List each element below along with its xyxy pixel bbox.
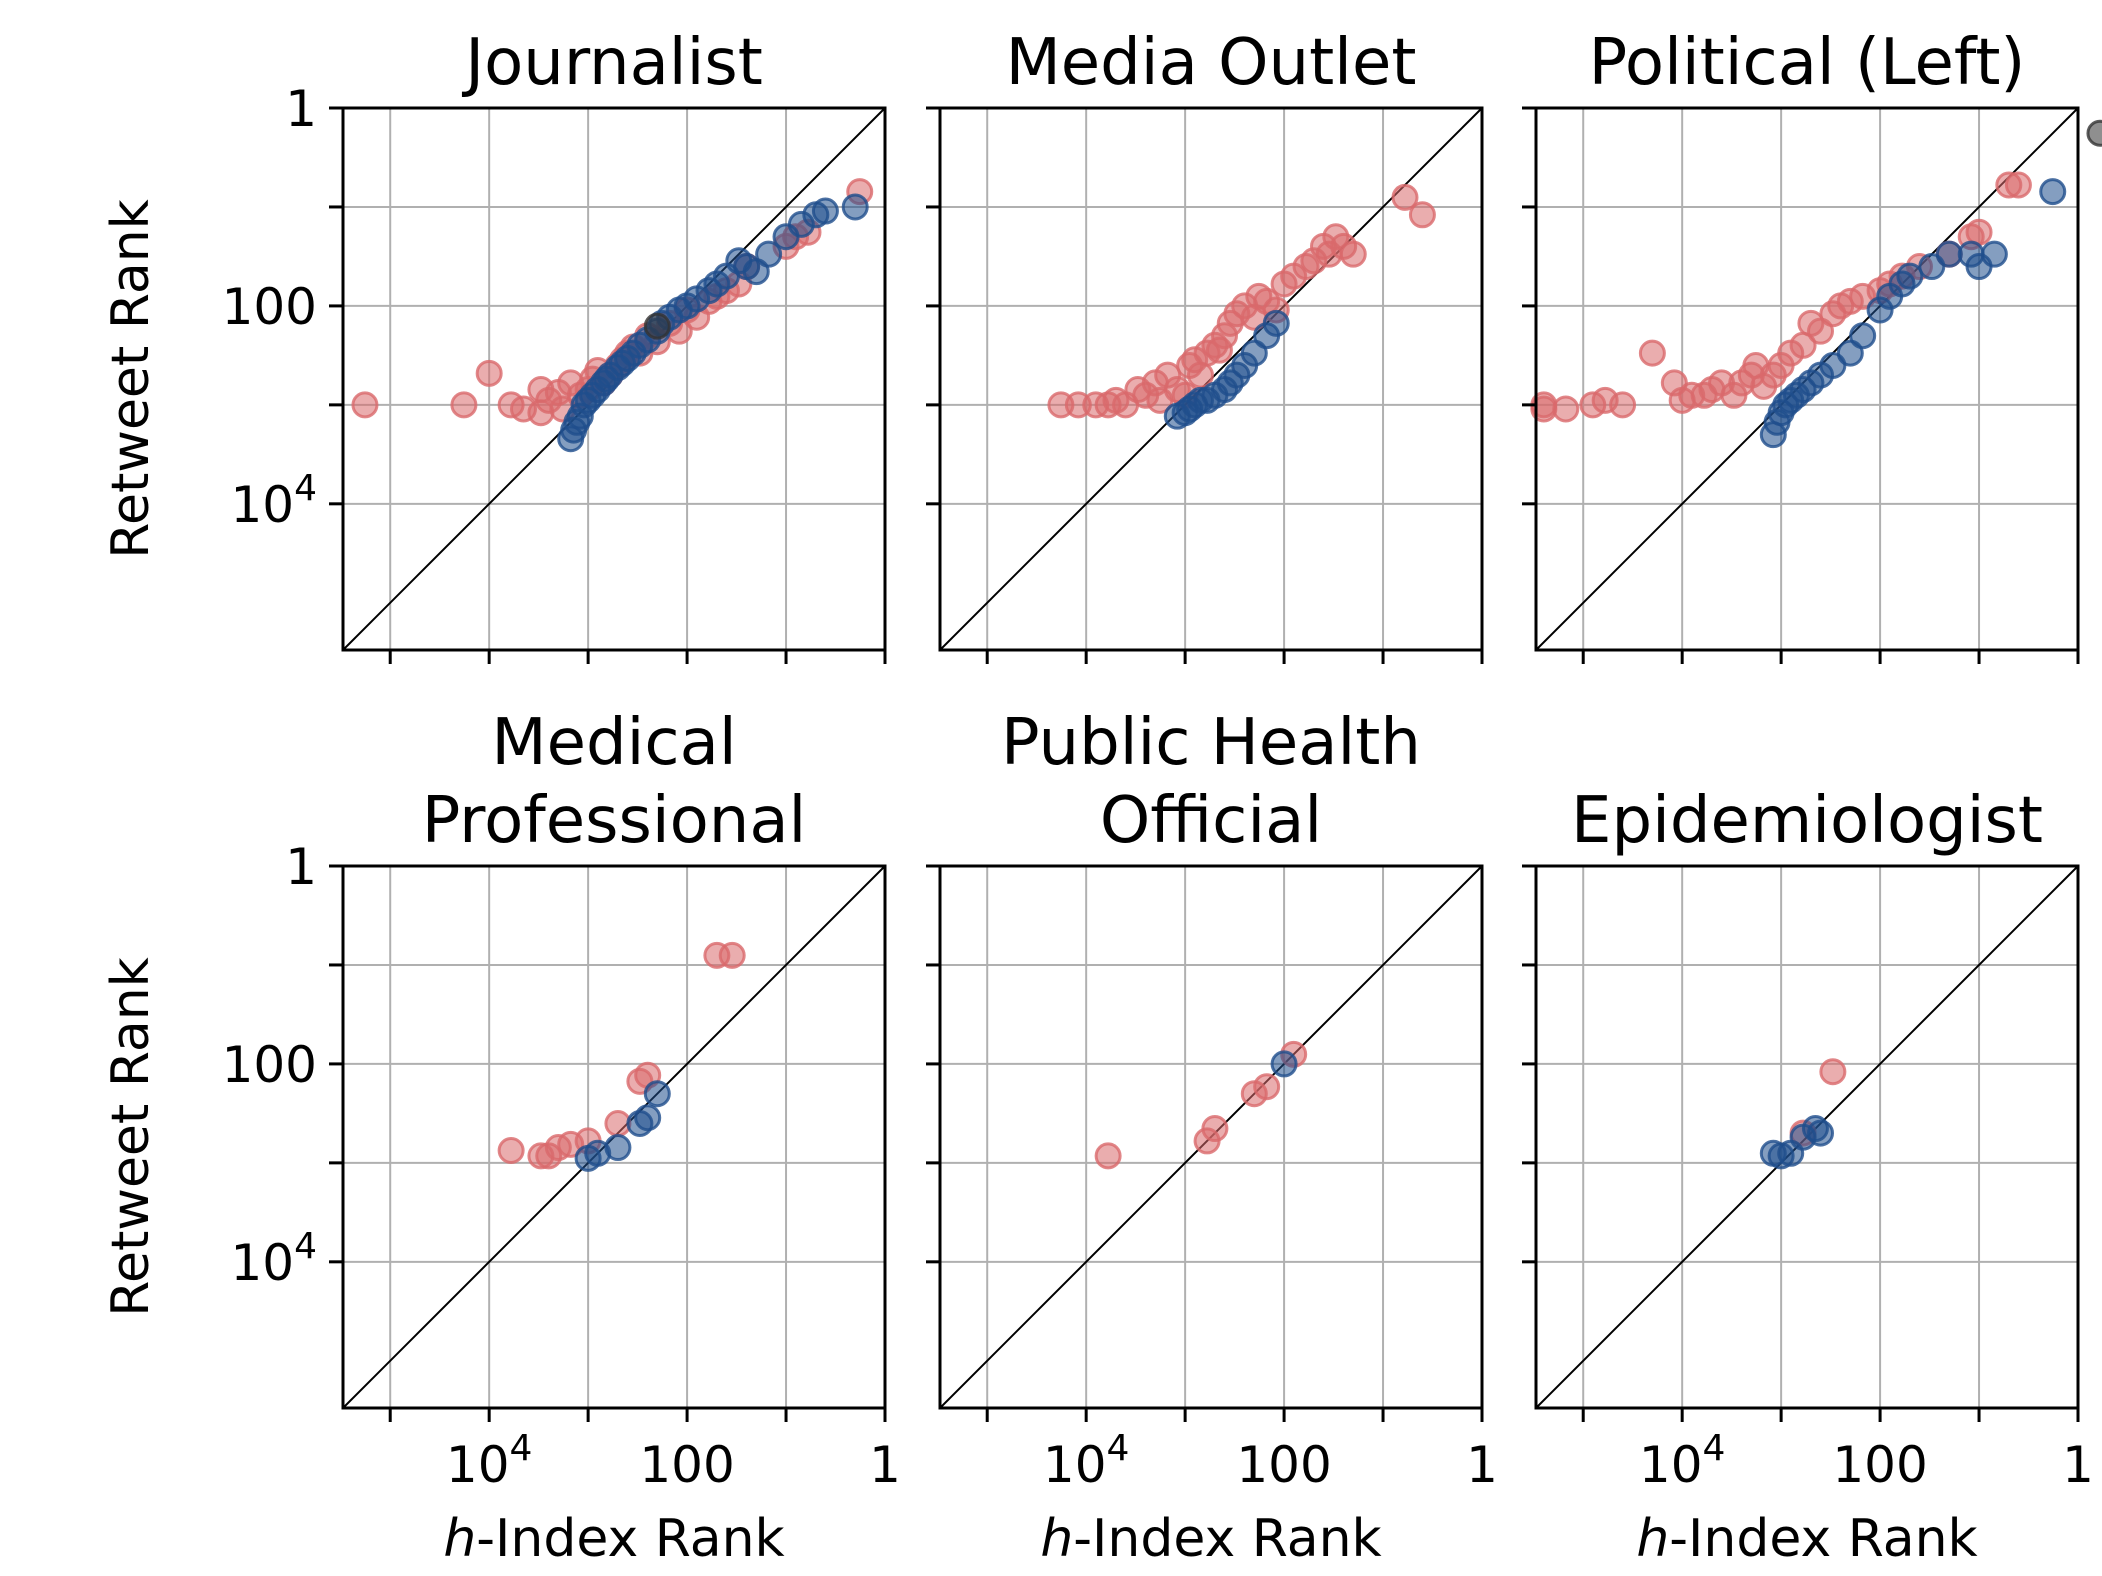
scatter-point-red [1408,201,1436,229]
scatter-point-red [1638,339,1666,367]
x-tick-label: 104 [446,1428,533,1494]
scatter-point-blue [755,240,783,268]
subplot-title: Epidemiologist [1571,784,2043,858]
scatter-point-blue [604,1134,632,1162]
scatter-point-red [2004,171,2032,199]
scatter-point-red [1552,395,1580,423]
subplot-title: Medical [491,706,736,780]
subplot-title: Media Outlet [1006,26,1417,100]
scatter-point-red [450,391,478,419]
y-tick-label: 1 [285,80,317,138]
scatter-point-blue [626,1109,654,1137]
scatter-point-red [1609,391,1637,419]
subplot-title: Official [1100,784,1322,858]
subplot-2: Media Outlet [926,26,1484,664]
scatter-point-blue [1935,240,1963,268]
y-tick-label: 100 [222,278,317,336]
scatter-point-red [351,391,379,419]
scatter-point-red [497,1137,525,1165]
y-tick-label: 100 [222,1036,317,1094]
scatter-point-blue [2039,178,2067,206]
subplot-1: 1 100 104 Journalist Retweet Rank [101,26,887,664]
scatter-point-red [1201,1115,1229,1143]
subplot-title: Political (Left) [1589,26,2026,100]
x-axis-label: h-Index Rank [443,1509,784,1569]
scatter-point-blue [643,1080,671,1108]
scatter-point-red [1965,218,1993,246]
x-axis-label: h-Index Rank [1636,1509,1977,1569]
subplot-3: Political (Left) [1522,26,2102,664]
scatter-point-red [1819,1058,1847,1086]
y-tick-label: 104 [230,468,317,534]
scatter-point-red [703,941,731,969]
scatter-point-blue [1270,1050,1298,1078]
scatter-point-black [2086,119,2102,147]
scatter-point-red [1253,1073,1281,1101]
y-axis-label: Retweet Rank [101,199,161,559]
subplot-6: 104 100 1 Epidemiologist h-Index Rank [1522,784,2094,1569]
scatter-point-blue [1262,309,1290,337]
axes-frame [1534,864,2080,1410]
scatter-point-blue [841,193,869,221]
x-tick-label: 104 [1639,1428,1726,1494]
scatter-point-black [643,312,671,340]
scatter-point-red [1094,1142,1122,1170]
subplot-title: Public Health [1001,706,1421,780]
scatter-point-blue [1980,240,2008,268]
y-tick-label: 1 [285,838,317,896]
scatter-point-red [1339,240,1367,268]
axes-frame [341,864,887,1410]
scatter-point-blue [1849,322,1877,350]
y-axis-label: Retweet Rank [101,957,161,1317]
x-tick-label: 1 [1466,1436,1498,1494]
axes-frame [341,106,887,652]
x-tick-label: 100 [639,1436,734,1494]
scatter-point-red [475,359,503,387]
axes-frame [938,106,1484,652]
scatter-point-red [1391,183,1419,211]
x-tick-label: 104 [1043,1428,1130,1494]
scatter-point-blue [1896,262,1924,290]
y-tick-label: 104 [230,1226,317,1292]
x-tick-label: 100 [1236,1436,1331,1494]
axes-frame [1534,106,2080,652]
subplot-title: Journalist [461,26,763,100]
x-tick-label: 1 [2062,1436,2094,1494]
scatter-point-blue [1807,1119,1835,1147]
x-axis-label: h-Index Rank [1040,1509,1381,1569]
x-tick-label: 100 [1832,1436,1927,1494]
x-tick-label: 1 [869,1436,901,1494]
axes-frame [938,864,1484,1410]
subplot-title: Professional [422,784,807,858]
scatter-point-red [604,1109,632,1137]
scatter-point-blue [811,197,839,225]
